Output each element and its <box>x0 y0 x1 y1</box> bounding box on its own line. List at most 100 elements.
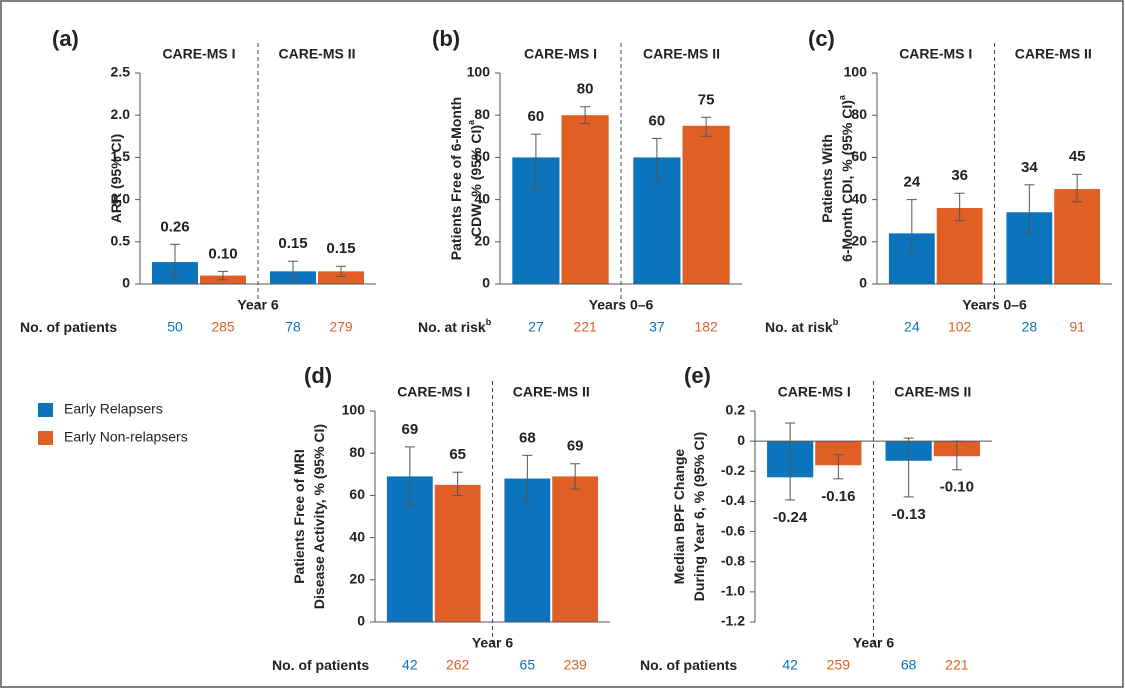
y-tick-label: 60 <box>851 148 867 164</box>
value-label: 24 <box>903 174 920 191</box>
count-value: 91 <box>1069 319 1085 335</box>
group-title: CARE-MS I <box>778 384 851 400</box>
value-label: 80 <box>577 81 594 98</box>
y-tick-label: 2.5 <box>111 64 131 80</box>
count-label-sup: b <box>833 317 839 327</box>
y-tick-label: 40 <box>851 190 867 206</box>
count-value: 42 <box>782 657 798 673</box>
y-tick-label: -0.8 <box>721 552 745 568</box>
error-bar <box>833 454 844 480</box>
panel-label: (c) <box>808 26 835 51</box>
error-bar <box>452 471 463 496</box>
count-label: No. at riskb <box>765 317 839 334</box>
error-bar <box>287 260 298 279</box>
value-label: 34 <box>1021 159 1038 176</box>
y-tick-label: 60 <box>349 486 365 502</box>
y-tick-label: -0.4 <box>721 492 745 508</box>
y-tick-label: 100 <box>844 64 868 80</box>
count-label-text: No. at risk <box>765 319 833 335</box>
count-value: 221 <box>945 657 969 673</box>
y-axis-label-text: Patients Free of 6-Month <box>448 97 464 260</box>
value-label: 45 <box>1069 148 1086 165</box>
y-tick-label: 0 <box>737 432 745 448</box>
y-tick-label: 40 <box>349 528 365 544</box>
x-axis-label: Year 6 <box>472 635 513 651</box>
y-tick-label: 60 <box>474 148 490 164</box>
legend-swatch <box>38 403 53 417</box>
count-value: 65 <box>520 657 536 673</box>
group-title: CARE-MS I <box>524 46 597 62</box>
error-bar <box>218 270 229 281</box>
count-value: 37 <box>649 319 665 335</box>
y-tick-label: -0.6 <box>721 522 745 538</box>
count-value: 42 <box>402 657 418 673</box>
group-title: CARE-MS II <box>1015 46 1092 62</box>
error-bar <box>570 463 581 490</box>
y-axis-label-text: CDW, % (95% CI) <box>468 125 484 237</box>
count-value: 239 <box>563 657 587 673</box>
group-title: CARE-MS II <box>894 384 971 400</box>
y-axis-label-text: Disease Activity, % (95% CI) <box>311 424 327 609</box>
y-tick-label: 0.5 <box>111 233 131 249</box>
value-label: -0.24 <box>773 509 808 526</box>
value-label: 75 <box>698 91 715 108</box>
count-value: 24 <box>904 319 920 335</box>
group-title: CARE-MS II <box>279 46 356 62</box>
value-label: 68 <box>519 429 536 446</box>
error-bar <box>1072 173 1083 203</box>
y-tick-label: 0 <box>859 275 867 291</box>
panel-label: (a) <box>52 26 79 51</box>
value-label: 0.15 <box>326 240 355 257</box>
error-bar <box>701 116 712 137</box>
count-label: No. of patients <box>20 319 117 335</box>
bar <box>434 484 481 622</box>
error-bar <box>169 243 180 278</box>
count-label-text: No. of patients <box>20 319 117 335</box>
y-tick-label: 1.5 <box>111 148 131 164</box>
y-axis-label-text: Median BPF Change <box>671 449 687 585</box>
y-axis-label: During Year 6, % (95% CI) <box>691 432 707 601</box>
y-tick-label: 80 <box>349 444 365 460</box>
value-label: 60 <box>528 108 545 125</box>
error-bar <box>336 265 347 277</box>
legend-label: Early Relapsers <box>64 401 163 417</box>
group-title: CARE-MS I <box>397 384 470 400</box>
bar <box>318 271 365 284</box>
value-label: 69 <box>567 438 584 455</box>
bar <box>504 478 551 622</box>
count-label: No. at riskb <box>418 317 492 334</box>
count-value: 182 <box>694 319 718 335</box>
bar <box>552 476 599 622</box>
value-label: -0.10 <box>940 479 974 496</box>
value-label: 65 <box>449 446 466 463</box>
bar <box>561 115 609 284</box>
count-label: No. of patients <box>272 657 369 673</box>
y-axis-label: 6-Month CDI, % (95% CI)a <box>837 94 854 262</box>
y-tick-label: 40 <box>474 190 490 206</box>
count-value: 27 <box>528 319 544 335</box>
count-value: 102 <box>948 319 972 335</box>
count-value: 285 <box>211 319 235 335</box>
panel-label: (e) <box>684 363 711 388</box>
y-axis-label-text: Patients With <box>819 134 835 223</box>
bar <box>682 125 730 284</box>
y-tick-label: 20 <box>474 233 490 249</box>
y-tick-label: 0 <box>122 275 130 291</box>
count-value: 259 <box>827 657 851 673</box>
error-bar <box>651 137 662 182</box>
error-bar <box>1024 184 1035 234</box>
x-axis-label: Years 0–6 <box>962 297 1027 313</box>
y-axis-label: Patients Free of 6-Month <box>448 97 464 260</box>
y-axis-label: Disease Activity, % (95% CI) <box>311 424 327 609</box>
legend-swatch <box>38 431 53 445</box>
error-bar <box>530 133 541 190</box>
y-tick-label: 2.0 <box>111 106 131 122</box>
count-value: 28 <box>1022 319 1038 335</box>
count-value: 279 <box>329 319 353 335</box>
group-title: CARE-MS I <box>899 46 972 62</box>
y-tick-label: -1.0 <box>721 583 745 599</box>
x-axis-label: Year 6 <box>853 635 894 651</box>
y-axis-label: Patients Free of MRI <box>291 449 307 584</box>
value-label: -0.16 <box>821 488 855 505</box>
